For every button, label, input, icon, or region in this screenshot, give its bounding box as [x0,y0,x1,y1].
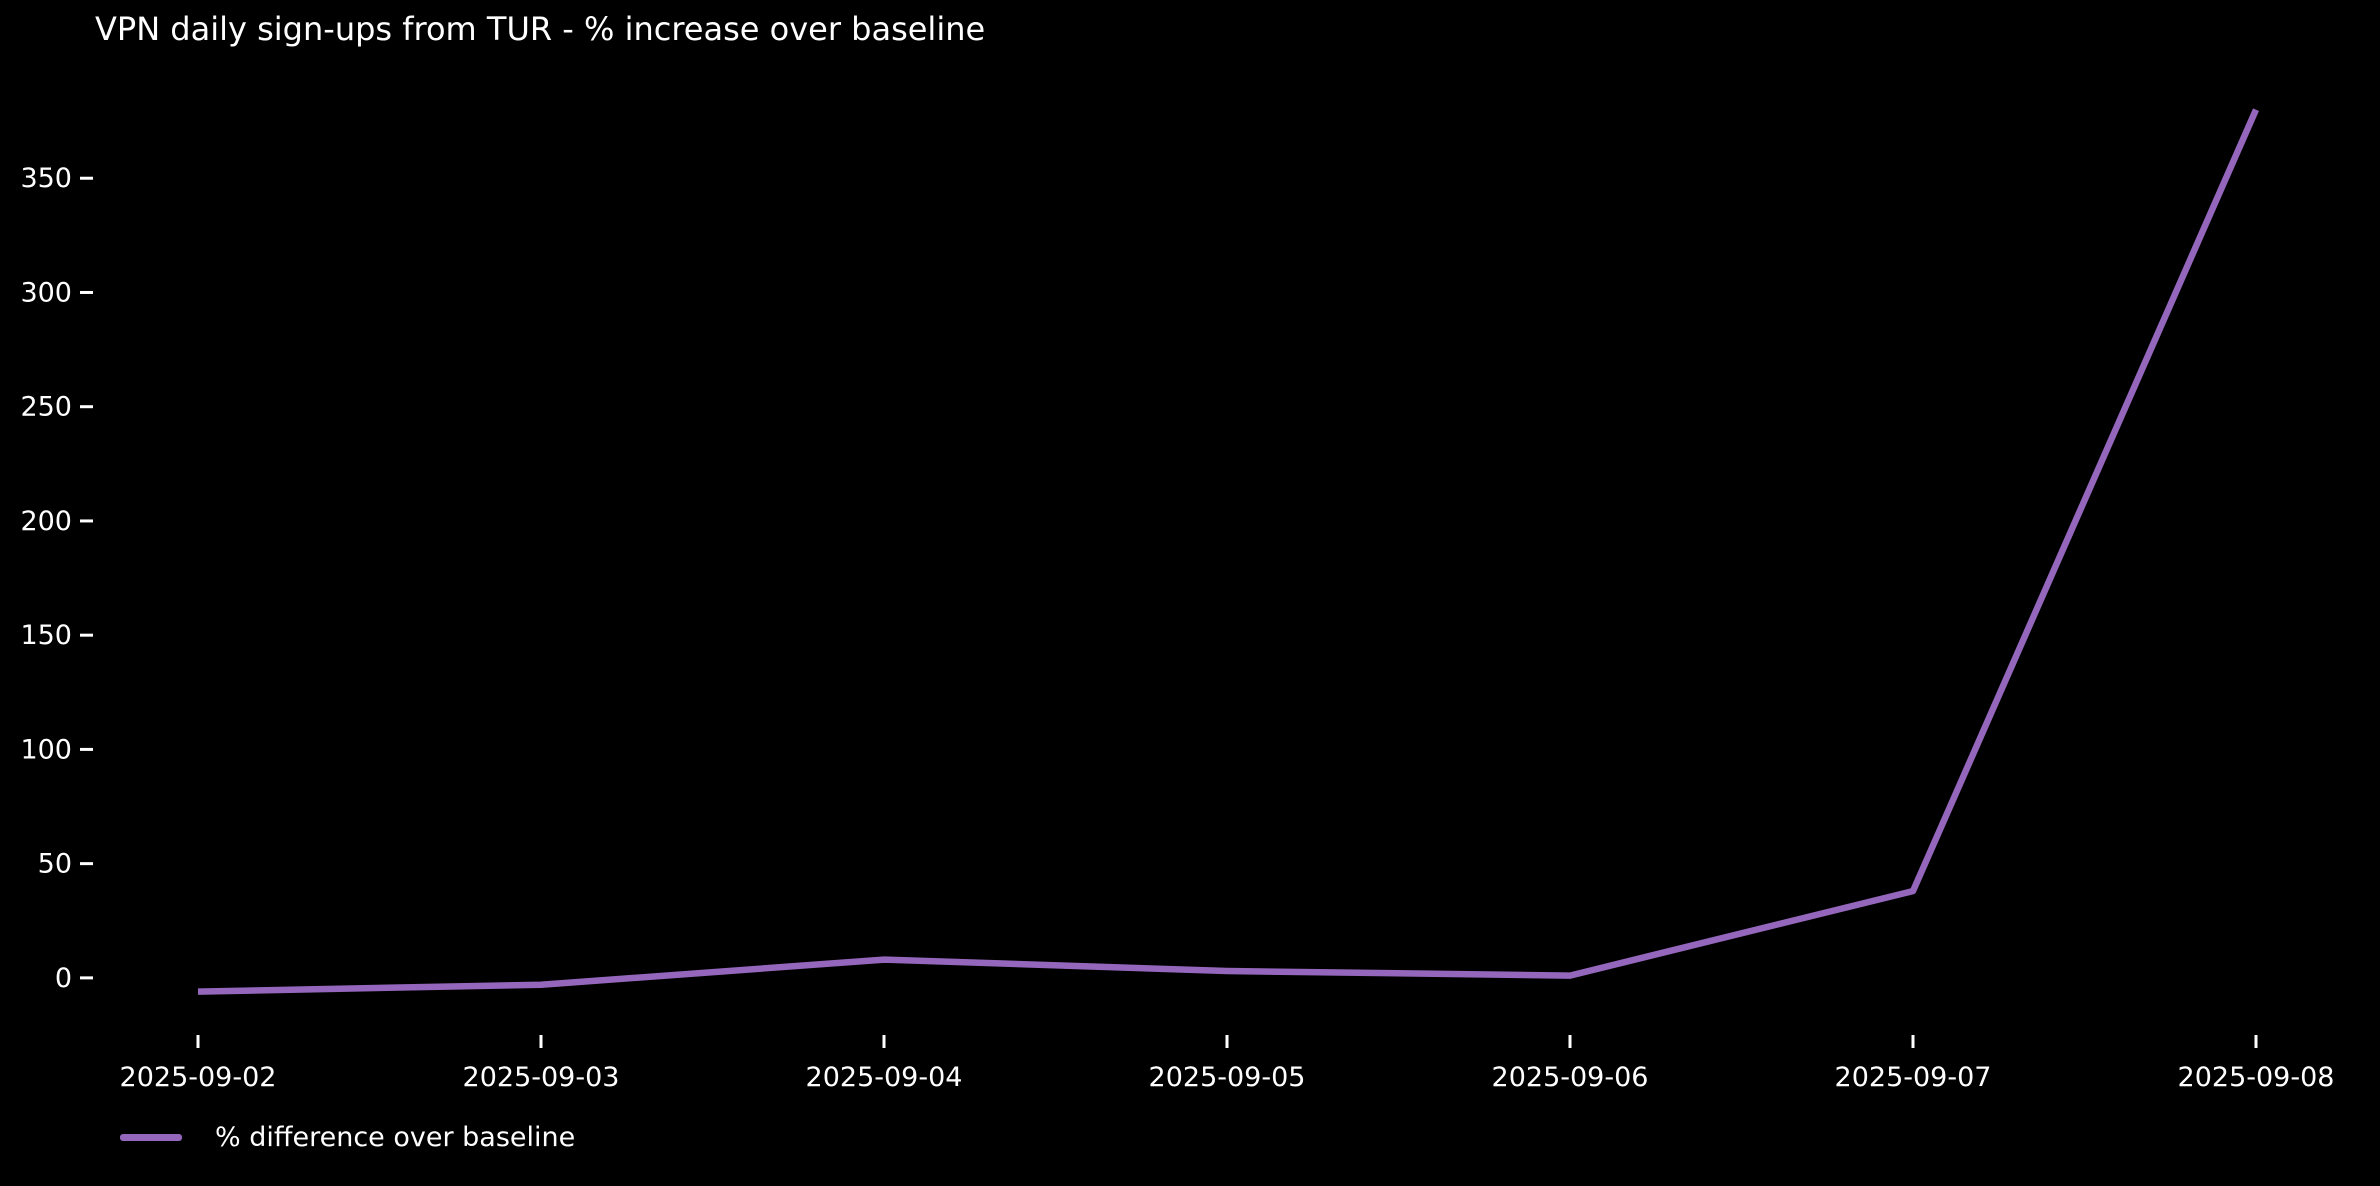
x-axis-tick-label: 2025-09-08 [2178,1062,2335,1093]
legend-line-swatch [120,1134,182,1141]
y-axis-tick-label: 350 [20,163,72,194]
x-axis-tick-label: 2025-09-05 [1149,1062,1306,1093]
chart-title: VPN daily sign-ups from TUR - % increase… [95,10,986,48]
x-axis-tick-label: 2025-09-07 [1835,1062,1992,1093]
x-axis-tick-label: 2025-09-06 [1492,1062,1649,1093]
y-axis-tick-label: 0 [55,963,72,994]
legend: % difference over baseline [120,1122,575,1153]
x-axis-tick-label: 2025-09-04 [806,1062,963,1093]
y-axis-tick-label: 300 [20,277,72,308]
x-axis-tick-label: 2025-09-02 [120,1062,277,1093]
series-line [197,108,2259,995]
y-axis-tick-label: 50 [38,849,72,880]
y-axis-tick-label: 250 [20,392,72,423]
legend-label: % difference over baseline [215,1122,576,1153]
y-axis-tick-label: 100 [20,734,72,765]
y-axis-tick-label: 150 [20,620,72,651]
y-axis-tick-label: 200 [20,506,72,537]
x-axis-tick-label: 2025-09-03 [463,1062,620,1093]
